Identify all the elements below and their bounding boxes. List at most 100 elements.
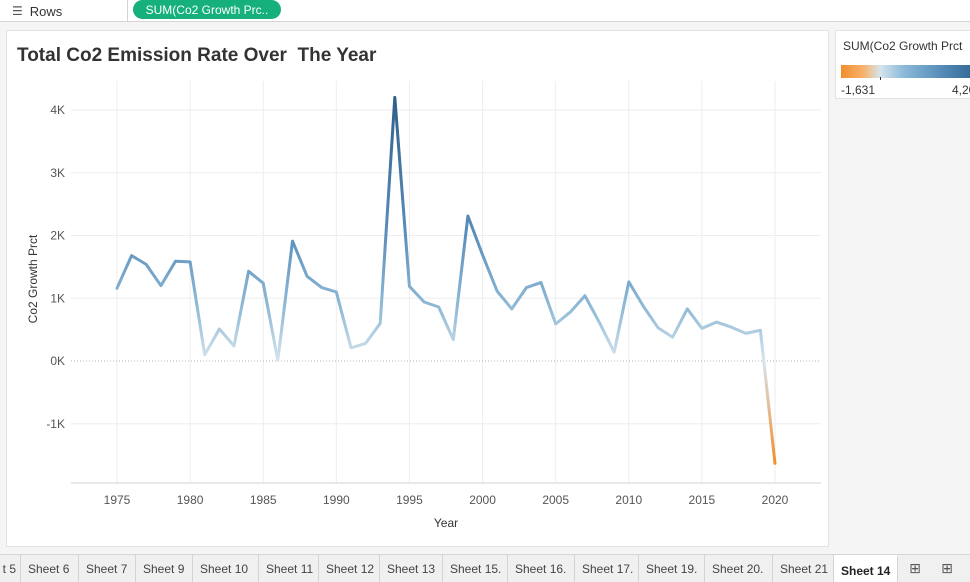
data-point[interactable]	[743, 330, 749, 336]
data-point[interactable]	[114, 285, 120, 291]
x-tick-label: 2015	[689, 493, 716, 507]
y-tick-label: 3K	[50, 166, 65, 180]
y-tick-label: 2K	[50, 229, 65, 243]
data-point[interactable]	[684, 306, 690, 312]
data-point[interactable]	[582, 293, 588, 299]
sheet-tab[interactable]: Sheet 12	[319, 555, 380, 582]
data-point[interactable]	[772, 460, 778, 466]
data-point[interactable]	[597, 320, 603, 326]
data-point[interactable]	[626, 279, 632, 285]
data-point[interactable]	[406, 283, 412, 289]
legend-color-ramp[interactable]	[841, 65, 970, 78]
x-tick-label: 1985	[250, 493, 277, 507]
legend-max-label: 4,20	[952, 83, 970, 97]
sheet-tab[interactable]: Sheet 11	[259, 555, 319, 582]
data-point[interactable]	[509, 306, 515, 312]
rows-field-pill[interactable]: SUM(Co2 Growth Prc..	[133, 0, 281, 19]
data-point[interactable]	[260, 280, 266, 286]
legend-zero-tick	[880, 77, 881, 80]
rows-icon: ☰	[12, 4, 23, 18]
chart-panel: 1975 1980 1985 1990 1995 2000 2005 2010 2015 2020…	[6, 30, 829, 547]
data-point[interactable]	[655, 325, 661, 331]
sheet-tab-bar: t 5 Sheet 6 Sheet 7 Sheet 9 Sheet 10 Sheet 11…	[0, 554, 970, 582]
data-point[interactable]	[450, 337, 456, 343]
data-point[interactable]	[728, 324, 734, 330]
data-point[interactable]	[714, 319, 720, 325]
x-tick-label: 2020	[762, 493, 789, 507]
data-point[interactable]	[699, 325, 705, 331]
legend-min-label: -1,631	[841, 83, 876, 97]
series-layer	[114, 94, 778, 466]
sheet-tab[interactable]: Sheet 13	[380, 555, 443, 582]
data-point[interactable]	[670, 334, 676, 340]
data-point[interactable]	[348, 345, 354, 351]
y-tick-label: 1K	[50, 291, 65, 305]
data-point[interactable]	[567, 309, 573, 315]
sheet-tab[interactable]: Sheet 10	[193, 555, 259, 582]
rows-shelf: ☰ Rows SUM(Co2 Growth Prc..	[0, 0, 970, 22]
data-point[interactable]	[187, 259, 193, 265]
data-point[interactable]	[480, 252, 486, 258]
x-axis-title: Year	[434, 516, 458, 530]
data-point[interactable]	[289, 238, 295, 244]
new-dashboard-icon[interactable]: ⊞	[941, 561, 953, 577]
data-point[interactable]	[421, 299, 427, 305]
data-point[interactable]	[494, 288, 500, 294]
y-tick-label: -1K	[46, 417, 65, 431]
legend-title: SUM(Co2 Growth Prct	[843, 39, 963, 53]
co2-growth-line[interactable]	[115, 95, 777, 465]
y-tick-label: 4K	[50, 103, 65, 117]
sheet-tab[interactable]: Sheet 21	[773, 555, 834, 582]
x-tick-label: 2000	[469, 493, 496, 507]
data-point[interactable]	[640, 303, 646, 309]
data-point[interactable]	[436, 304, 442, 310]
rows-shelf-label: ☰ Rows	[0, 0, 128, 22]
sheet-tab[interactable]: Sheet 9	[136, 555, 193, 582]
sheet-tab[interactable]: Sheet 14	[834, 555, 898, 582]
grid-layer	[71, 81, 821, 483]
y-axis-title: Co2 Growth Prct	[26, 234, 40, 323]
data-point[interactable]	[202, 352, 208, 358]
data-point[interactable]	[275, 357, 281, 363]
data-point[interactable]	[465, 213, 471, 219]
data-point[interactable]	[553, 321, 559, 327]
data-point[interactable]	[363, 340, 369, 346]
data-point[interactable]	[523, 285, 529, 291]
x-tick-label: 1980	[177, 493, 204, 507]
axis-layer: 1975 1980 1985 1990 1995 2000 2005 2010 2015 2020…	[46, 103, 821, 507]
sheet-tab[interactable]: Sheet 7	[79, 555, 136, 582]
data-point[interactable]	[231, 343, 237, 349]
data-point[interactable]	[246, 268, 252, 274]
x-tick-label: 2010	[615, 493, 642, 507]
data-point[interactable]	[158, 283, 164, 289]
x-tick-label: 1995	[396, 493, 423, 507]
sheet-tab[interactable]: Sheet 16.	[508, 555, 575, 582]
data-point[interactable]	[392, 94, 398, 100]
data-point[interactable]	[143, 261, 149, 267]
new-worksheet-icon[interactable]: ⊞	[909, 561, 921, 577]
chart-title: Total Co2 Emission Rate Over The Year	[17, 45, 377, 66]
color-legend: SUM(Co2 Growth Prct -1,631 4,20	[835, 30, 970, 99]
sheet-tab[interactable]: Sheet 17.	[575, 555, 639, 582]
data-point[interactable]	[172, 258, 178, 264]
data-point[interactable]	[611, 349, 617, 355]
sheet-tab[interactable]: Sheet 19.	[639, 555, 705, 582]
line-chart: 1975 1980 1985 1990 1995 2000 2005 2010 2015 2020…	[26, 81, 821, 530]
x-tick-label: 2005	[542, 493, 569, 507]
sheet-tab[interactable]: t 5	[0, 555, 21, 582]
data-point[interactable]	[377, 320, 383, 326]
data-point[interactable]	[216, 326, 222, 332]
rows-label: Rows	[29, 3, 63, 19]
sheet-tab[interactable]: Sheet 6	[21, 555, 79, 582]
sheet-tab[interactable]: Sheet 20.	[705, 555, 773, 582]
data-point[interactable]	[333, 289, 339, 295]
x-tick-label: 1975	[104, 493, 131, 507]
sheet-tab[interactable]: Sheet 15.	[443, 555, 508, 582]
data-point[interactable]	[129, 253, 135, 259]
data-point[interactable]	[319, 285, 325, 291]
data-point[interactable]	[538, 280, 544, 286]
y-tick-label: 0K	[50, 354, 65, 368]
data-point[interactable]	[757, 327, 763, 333]
x-tick-label: 1990	[323, 493, 350, 507]
data-point[interactable]	[304, 273, 310, 279]
